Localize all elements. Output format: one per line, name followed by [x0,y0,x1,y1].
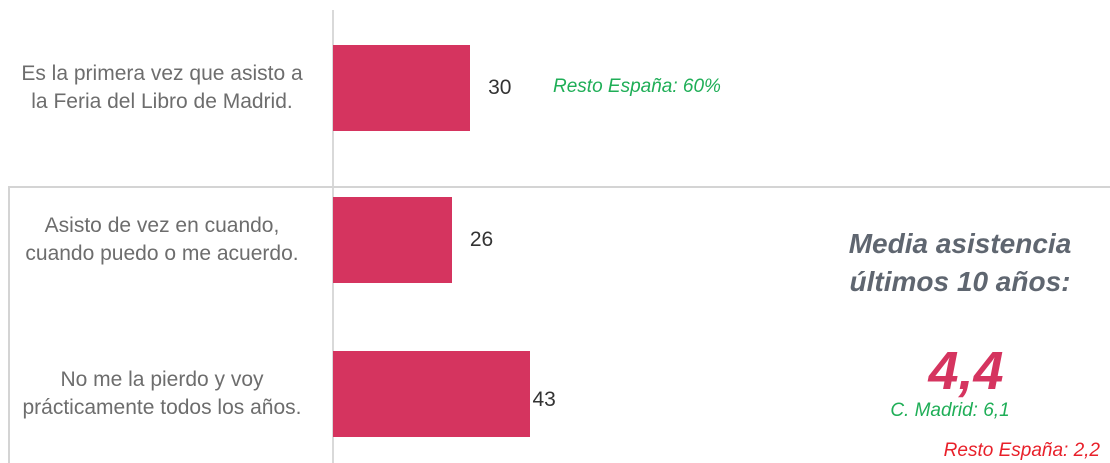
box-top [8,186,1110,188]
value-label: 30 [488,76,512,99]
bar [333,197,452,283]
category-label: Asisto de vez en cuando, cuando puedo o … [25,214,299,265]
madrid-note: C. Madrid: 6,1 [890,400,1010,421]
value-label: 43 [532,388,556,411]
rest-note: Resto España: 2,2 [943,440,1100,461]
average-value: 4,4 [928,341,1004,401]
value-label: 26 [469,228,494,251]
first-note: Resto España: 60% [553,76,721,97]
category-label: Es la primera vez que asisto a la Feria … [21,62,303,113]
box-left [8,186,10,463]
average-title: últimos 10 años: [849,266,1071,297]
bar [333,351,530,437]
category-label: No me la pierdo y voy prácticamente todo… [22,368,302,419]
bar [333,45,471,131]
average-title: Media asistencia [848,228,1072,259]
